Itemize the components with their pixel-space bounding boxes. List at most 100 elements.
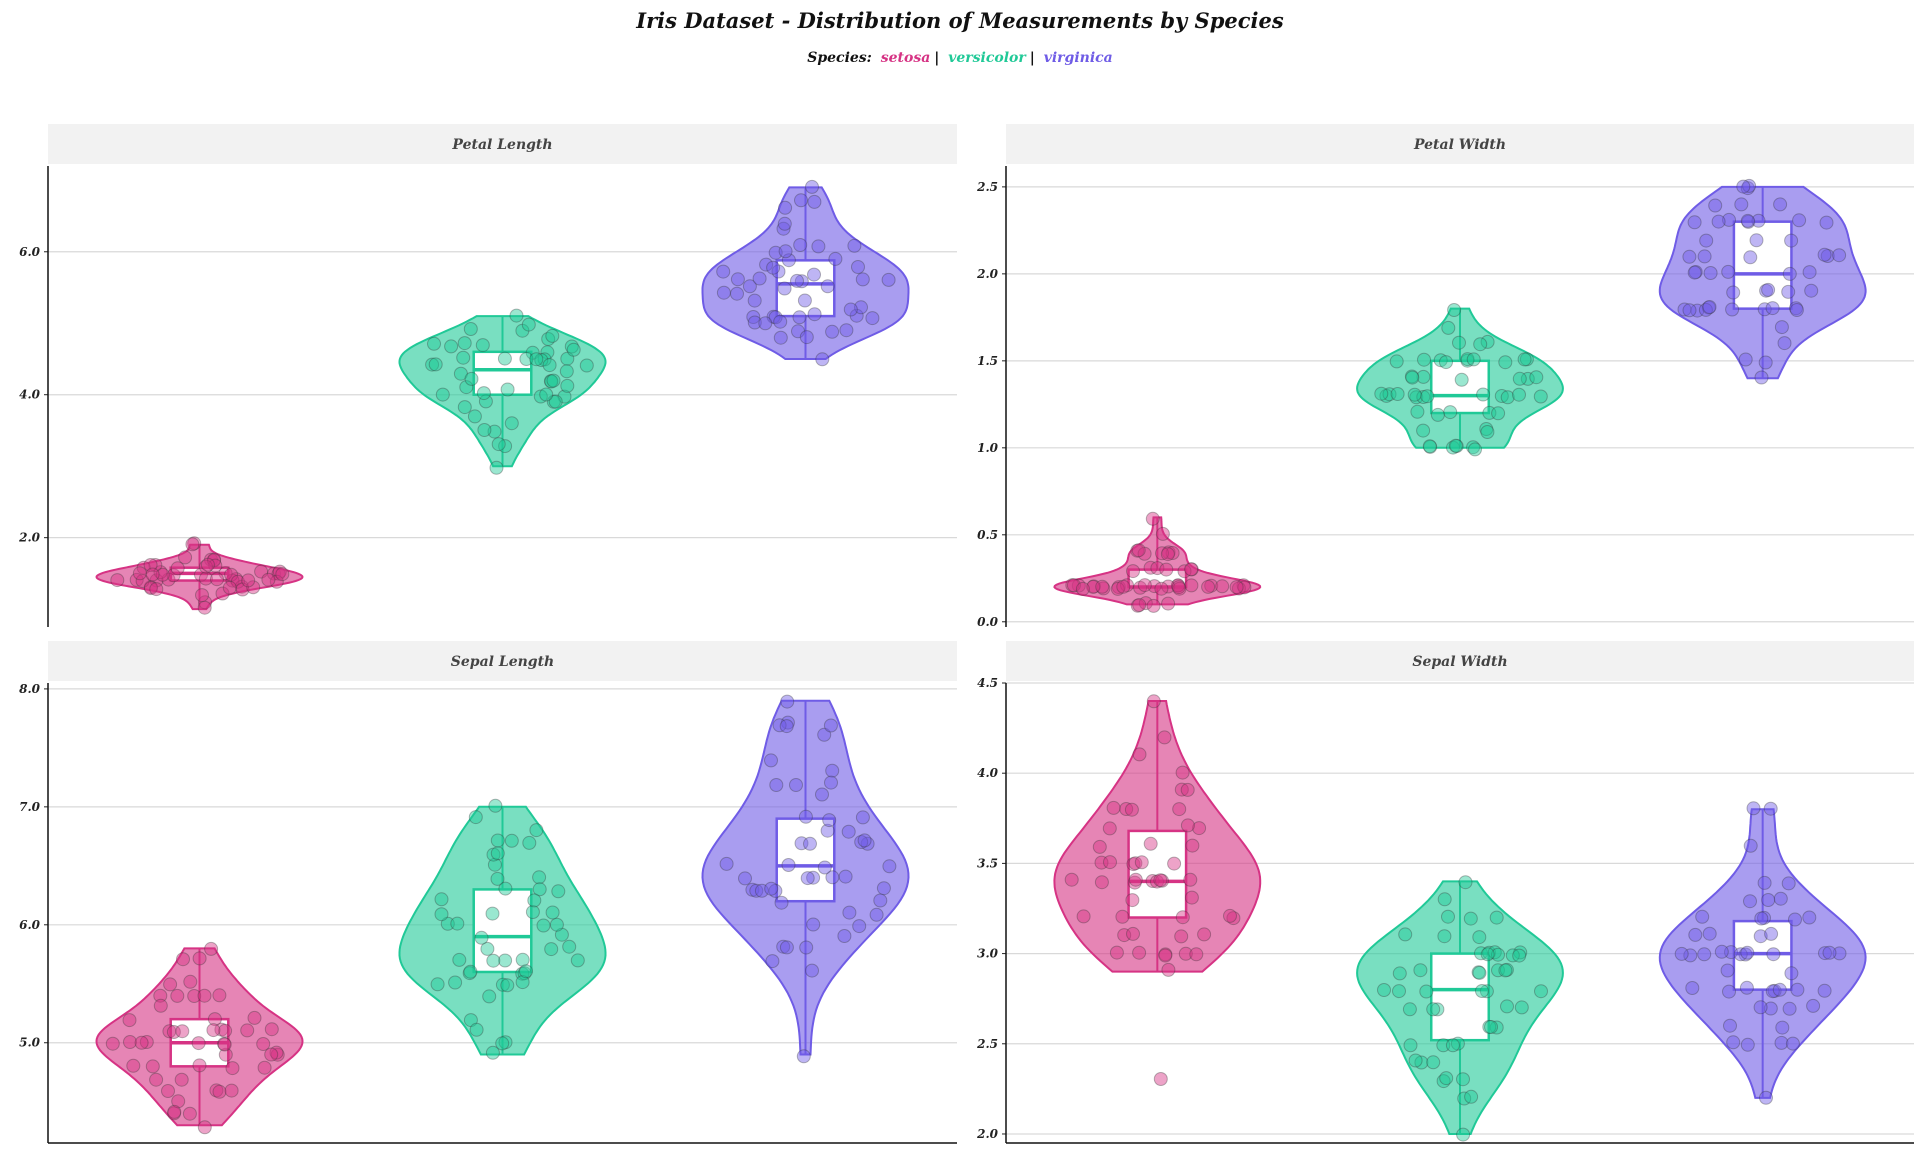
data-point <box>1802 910 1817 925</box>
data-point <box>1726 1035 1741 1050</box>
data-point <box>149 573 164 588</box>
data-point <box>264 1047 279 1062</box>
data-point <box>545 328 560 343</box>
data-point <box>1454 372 1469 387</box>
data-point <box>434 907 449 922</box>
data-point <box>1143 560 1158 575</box>
data-point <box>769 778 784 792</box>
violin-virginica <box>1658 178 1867 385</box>
data-point <box>1094 875 1109 890</box>
data-point <box>738 871 752 886</box>
data-point <box>807 194 822 209</box>
data-point <box>806 870 821 885</box>
box <box>1732 919 1793 991</box>
data-point <box>1131 543 1146 558</box>
data-point <box>546 394 561 409</box>
data-point <box>1761 893 1776 907</box>
data-point <box>842 905 857 920</box>
data-point <box>1392 966 1407 981</box>
data-point <box>167 1104 182 1119</box>
panel-petal-width: Petal Width 0.0 0.5 1.0 1.5 2.0 2.5 <box>976 124 1914 629</box>
data-point <box>174 1072 189 1087</box>
data-point <box>1782 266 1797 281</box>
data-point <box>1184 562 1199 577</box>
data-point <box>1110 581 1125 596</box>
data-point <box>497 351 512 366</box>
data-point <box>1764 926 1779 941</box>
data-point <box>218 1047 233 1062</box>
data-point <box>430 977 445 992</box>
data-point <box>1489 910 1504 925</box>
data-point <box>1697 947 1712 962</box>
data-point <box>822 813 837 828</box>
data-point <box>1426 1055 1441 1070</box>
data-point <box>1724 945 1738 960</box>
data-point <box>498 881 513 896</box>
data-point <box>477 423 492 437</box>
data-point <box>855 810 870 825</box>
data-point <box>1180 782 1195 797</box>
data-point <box>781 858 796 872</box>
data-point <box>548 394 563 409</box>
data-point <box>1178 946 1193 961</box>
data-point <box>1420 389 1435 404</box>
data-point <box>773 330 788 345</box>
data-point <box>515 323 530 338</box>
data-point <box>825 870 840 885</box>
data-point <box>1740 1037 1755 1052</box>
data-point <box>1150 874 1164 889</box>
data-point <box>806 917 821 932</box>
data-point <box>1743 894 1757 909</box>
data-point <box>271 566 286 581</box>
data-point <box>153 988 168 1003</box>
data-point <box>1128 856 1143 871</box>
data-point <box>876 881 891 896</box>
data-point <box>1720 963 1735 978</box>
data-point <box>566 342 581 357</box>
data-point <box>509 308 524 323</box>
data-point <box>178 550 193 565</box>
data-point <box>719 856 734 871</box>
data-point <box>1157 730 1172 745</box>
data-point <box>559 364 574 379</box>
data-point <box>1759 283 1774 298</box>
data-point <box>149 582 164 597</box>
violin-virginica <box>701 179 910 367</box>
data-point <box>1158 947 1173 962</box>
data-point <box>1146 598 1161 613</box>
data-point <box>1390 387 1405 401</box>
data-point <box>1132 598 1147 612</box>
data-point <box>1739 980 1754 995</box>
data-point <box>489 460 504 475</box>
data-point <box>779 719 794 734</box>
data-point <box>1498 963 1513 978</box>
y-tick-label: 2.5 <box>976 180 998 194</box>
data-point <box>1790 982 1805 997</box>
data-point <box>746 310 761 324</box>
data-point <box>794 274 809 289</box>
data-point <box>487 857 502 872</box>
data-point <box>570 953 585 968</box>
data-point <box>132 566 147 581</box>
data-point <box>1153 1072 1168 1086</box>
y-tick-label: 4.5 <box>977 676 998 690</box>
data-point <box>110 573 125 588</box>
data-point <box>1754 370 1769 385</box>
data-point <box>1413 963 1428 978</box>
data-point <box>1754 911 1769 926</box>
data-point <box>1479 984 1494 999</box>
data-point <box>153 565 168 580</box>
data-point <box>1742 178 1757 193</box>
data-point <box>1758 355 1773 370</box>
data-point <box>1464 1089 1479 1104</box>
data-point <box>1128 872 1143 887</box>
data-point <box>839 323 854 338</box>
data-point <box>841 824 856 839</box>
data-point <box>498 439 513 454</box>
legend-separator: | <box>1029 50 1035 66</box>
data-point <box>1533 389 1548 404</box>
data-point <box>161 1084 175 1098</box>
data-point <box>1480 334 1495 349</box>
data-point <box>1124 802 1139 817</box>
data-point <box>529 823 544 838</box>
